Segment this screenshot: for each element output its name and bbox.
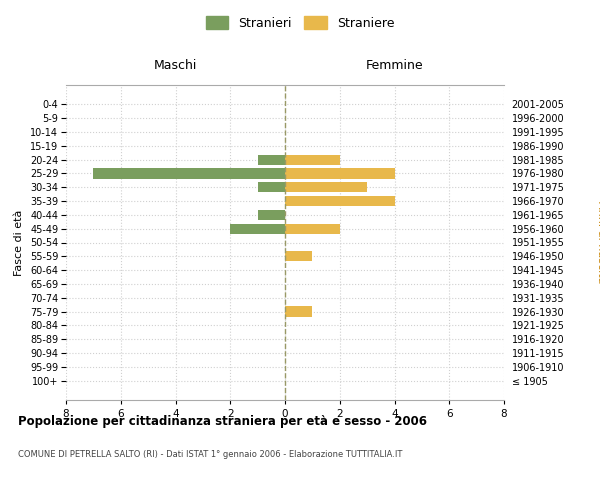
Bar (285, 154, 340, 165)
Bar (285, 182, 367, 192)
Text: Popolazione per cittadinanza straniera per età e sesso - 2006: Popolazione per cittadinanza straniera p… (18, 415, 427, 428)
Bar (230, 224, 285, 234)
Bar (285, 168, 395, 178)
Bar (257, 154, 285, 165)
Bar (285, 306, 313, 316)
Bar (257, 210, 285, 220)
Bar (285, 251, 313, 262)
Bar (94, 168, 285, 178)
Bar (257, 182, 285, 192)
Text: Maschi: Maschi (154, 60, 197, 72)
Bar (285, 224, 340, 234)
Legend: Stranieri, Straniere: Stranieri, Straniere (201, 11, 399, 35)
Text: Femmine: Femmine (365, 60, 424, 72)
Text: COMUNE DI PETRELLA SALTO (RI) - Dati ISTAT 1° gennaio 2006 - Elaborazione TUTTIT: COMUNE DI PETRELLA SALTO (RI) - Dati IST… (18, 450, 403, 459)
Bar (285, 196, 395, 206)
Y-axis label: Anni di nascita: Anni di nascita (596, 201, 600, 284)
Y-axis label: Fasce di età: Fasce di età (14, 210, 25, 276)
